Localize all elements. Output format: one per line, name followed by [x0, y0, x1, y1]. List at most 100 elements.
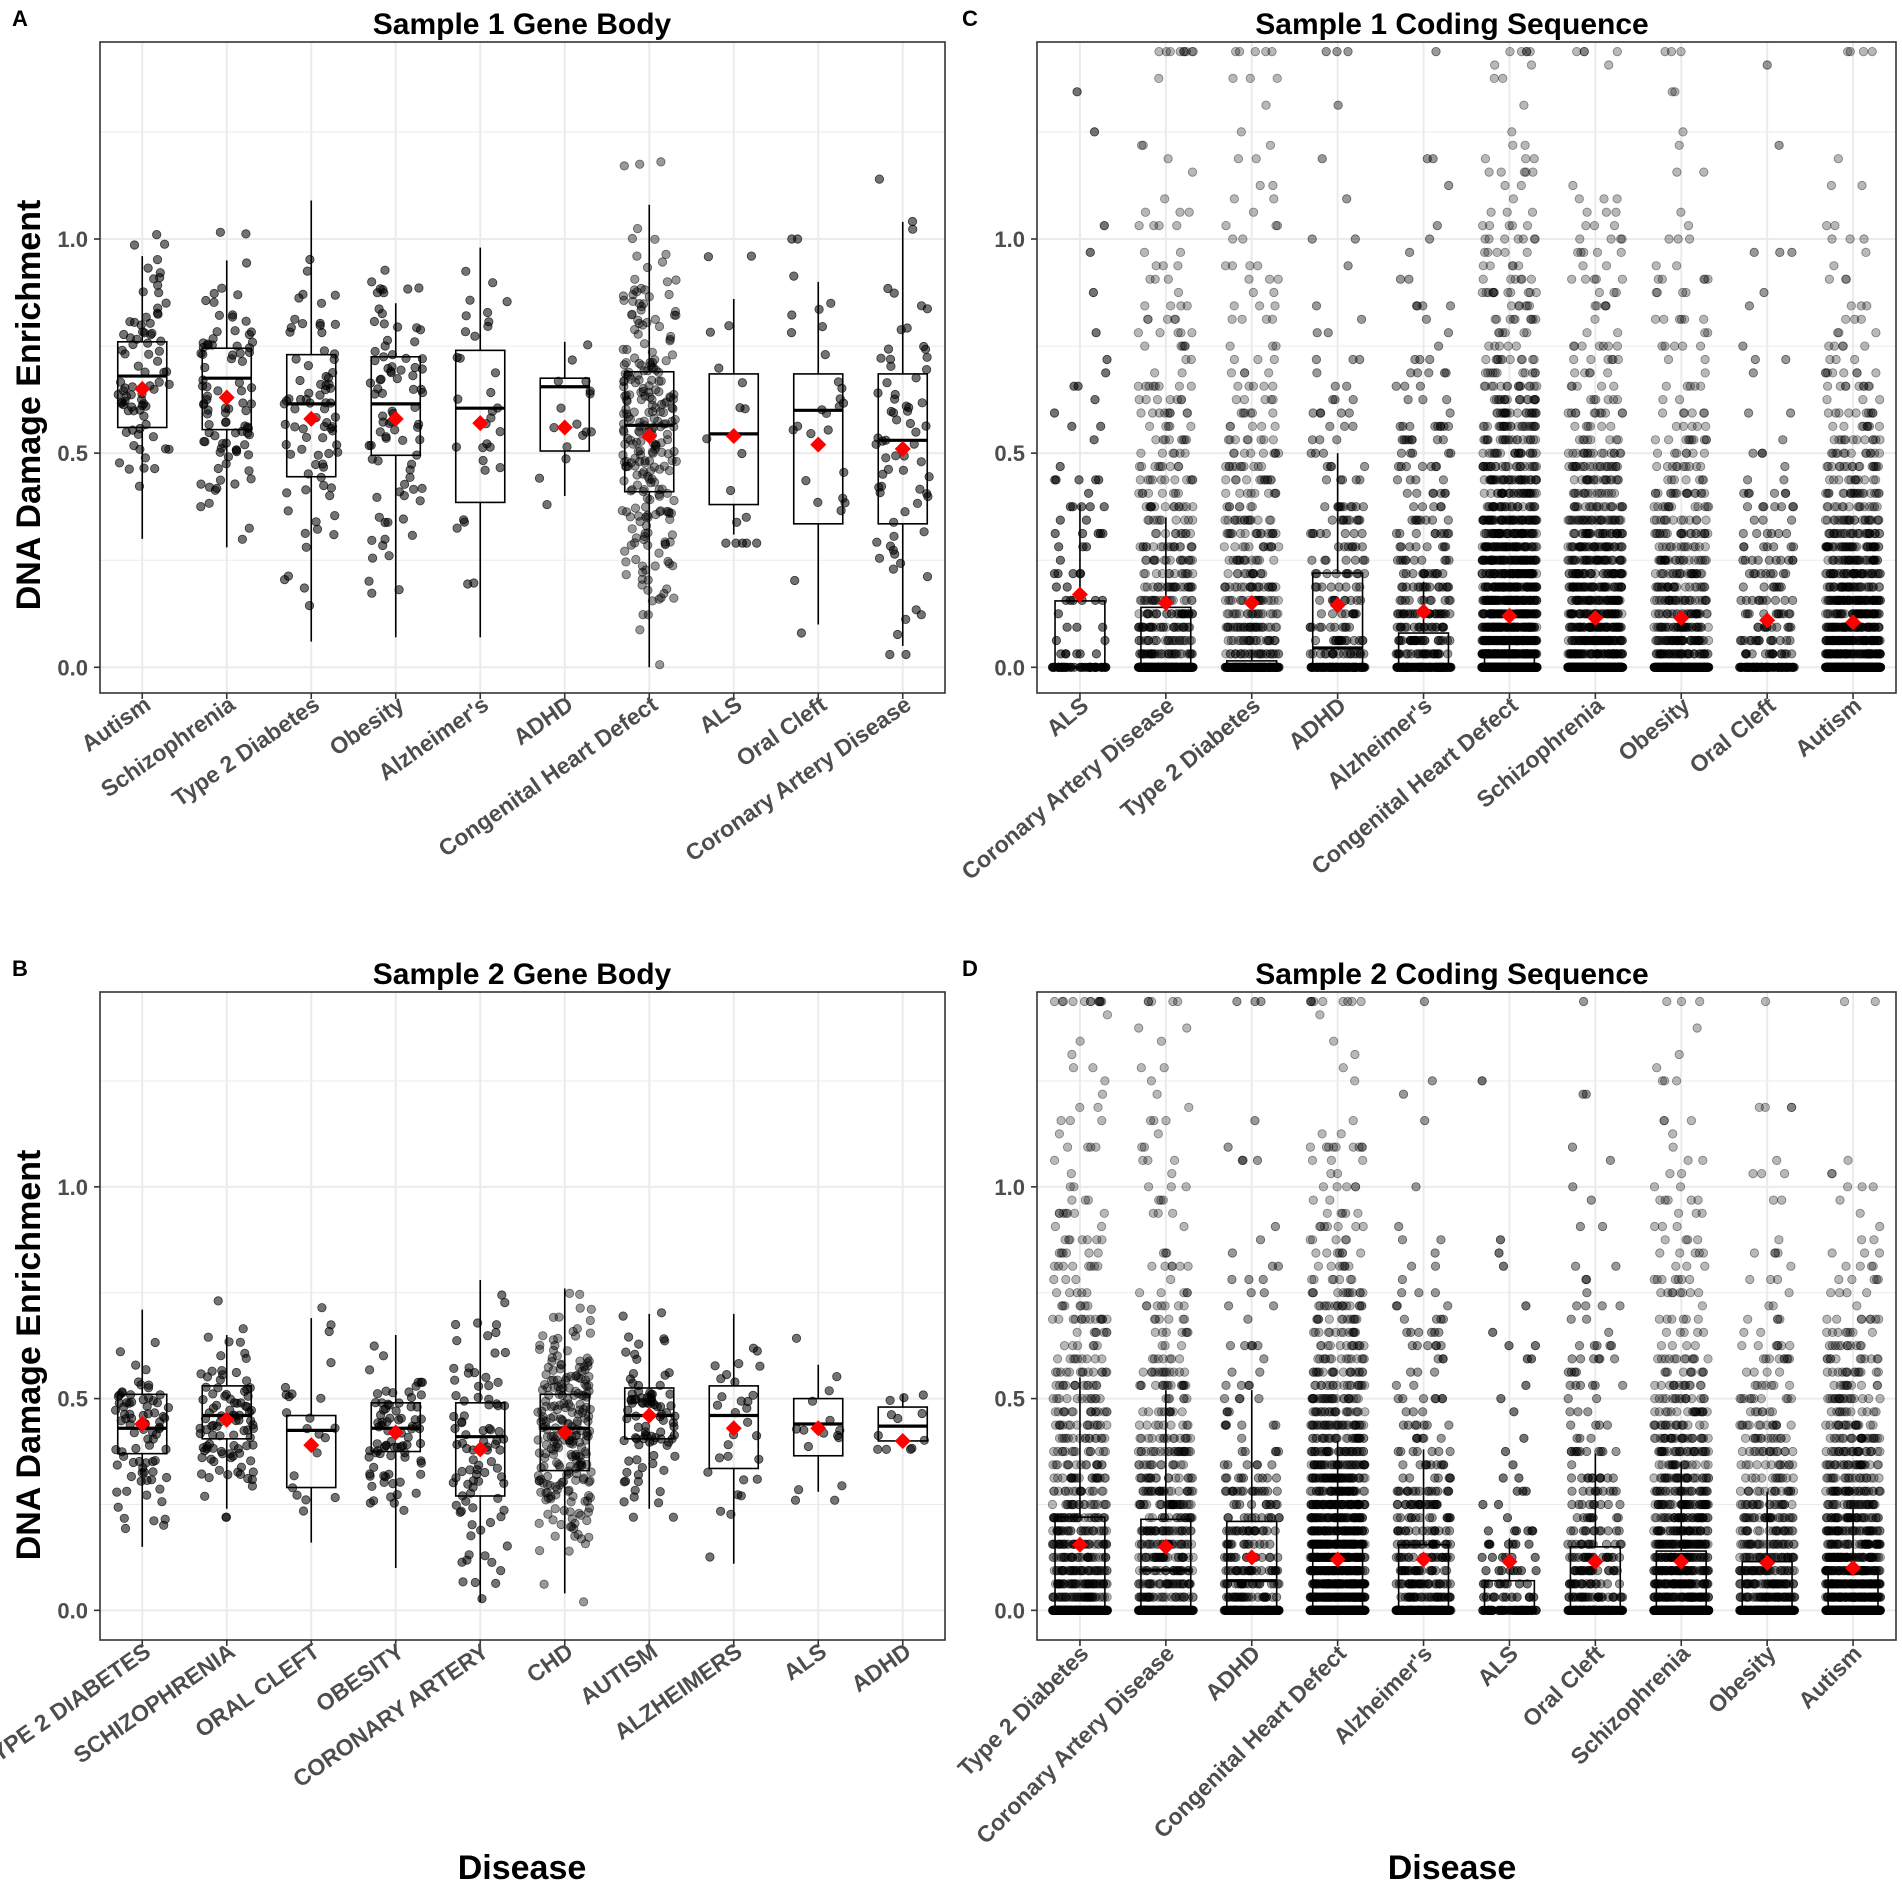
data-point: [474, 1393, 482, 1401]
data-point: [302, 1496, 310, 1504]
data-point: [742, 513, 750, 521]
data-point: [409, 371, 417, 379]
data-point: [1445, 449, 1453, 457]
data-point: [1345, 409, 1353, 417]
data-point: [197, 1370, 205, 1378]
data-point: [1049, 663, 1057, 671]
data-point: [896, 559, 904, 567]
data-point: [375, 305, 383, 313]
data-point: [1333, 436, 1341, 444]
data-point: [1418, 462, 1426, 470]
data-point: [1255, 556, 1263, 564]
data-point: [283, 489, 291, 497]
data-point: [246, 1384, 254, 1392]
data-point: [149, 1457, 157, 1465]
data-point: [736, 404, 744, 412]
data-point: [409, 385, 417, 393]
data-point: [925, 473, 933, 481]
data-point: [890, 532, 898, 540]
data-point: [1174, 262, 1182, 270]
data-point: [494, 1402, 502, 1410]
x-tick-label: ALS: [694, 691, 747, 739]
data-point: [923, 305, 931, 313]
data-point: [1238, 315, 1246, 323]
data-point: [320, 347, 328, 355]
data-point: [879, 470, 887, 478]
data-point: [128, 403, 136, 411]
data-point: [156, 1391, 164, 1399]
data-point: [1141, 342, 1149, 350]
data-point: [619, 345, 627, 353]
data-point: [1404, 395, 1412, 403]
data-point: [629, 297, 637, 305]
data-point: [1135, 221, 1143, 229]
data-point: [1177, 395, 1185, 403]
data-point: [1274, 275, 1282, 283]
data-point: [1169, 449, 1177, 457]
data-point: [538, 1386, 546, 1394]
data-point: [317, 299, 325, 307]
data-point: [215, 1466, 223, 1474]
data-point: [539, 1332, 547, 1340]
data-point: [624, 1333, 632, 1341]
data-point: [213, 328, 221, 336]
data-point: [486, 1518, 494, 1526]
data-point: [1443, 395, 1451, 403]
data-point: [366, 1447, 374, 1455]
data-point: [216, 1432, 224, 1440]
data-point: [1398, 436, 1406, 444]
data-point: [1272, 529, 1280, 537]
data-point: [1501, 181, 1509, 189]
x-tick-label: ADHD: [508, 691, 577, 750]
data-point: [789, 426, 797, 434]
data-point: [535, 1519, 543, 1527]
data-point: [215, 311, 223, 319]
data-point: [542, 1441, 550, 1449]
data-point: [1166, 47, 1174, 55]
data-point: [725, 322, 733, 330]
data-point: [140, 412, 148, 420]
data-point: [749, 1344, 757, 1352]
data-point: [623, 1414, 631, 1422]
data-point: [331, 1424, 339, 1432]
data-point: [576, 1290, 584, 1298]
data-point: [1171, 489, 1179, 497]
data-point: [115, 1399, 123, 1407]
data-point: [1433, 221, 1441, 229]
data-point: [201, 363, 209, 371]
data-point: [314, 451, 322, 459]
data-point: [1312, 355, 1320, 363]
data-point: [584, 341, 592, 349]
data-point: [923, 490, 931, 498]
data-point: [150, 385, 158, 393]
data-point: [919, 1391, 927, 1399]
data-point: [1522, 155, 1530, 163]
data-point: [1175, 462, 1183, 470]
data-point: [628, 486, 636, 494]
data-point: [1189, 503, 1197, 511]
data-point: [737, 1492, 745, 1500]
data-point: [123, 1487, 131, 1495]
data-point: [451, 1320, 459, 1328]
data-point: [1416, 382, 1424, 390]
data-point: [645, 1400, 653, 1408]
data-point: [792, 1425, 800, 1433]
data-point: [1445, 181, 1453, 189]
data-point: [1091, 596, 1099, 604]
data-point: [313, 525, 321, 533]
data-point: [216, 476, 224, 484]
data-point: [650, 1451, 658, 1459]
data-point: [137, 1381, 145, 1389]
data-point: [656, 1487, 664, 1495]
data-point: [1180, 516, 1188, 524]
data-point: [556, 1401, 564, 1409]
data-point: [1172, 663, 1180, 671]
data-point: [909, 225, 917, 233]
data-point: [319, 463, 327, 471]
data-point: [1342, 556, 1350, 564]
data-point: [1395, 650, 1403, 658]
data-point: [1321, 503, 1329, 511]
data-point: [452, 443, 460, 451]
data-point: [875, 554, 883, 562]
data-point: [482, 1373, 490, 1381]
